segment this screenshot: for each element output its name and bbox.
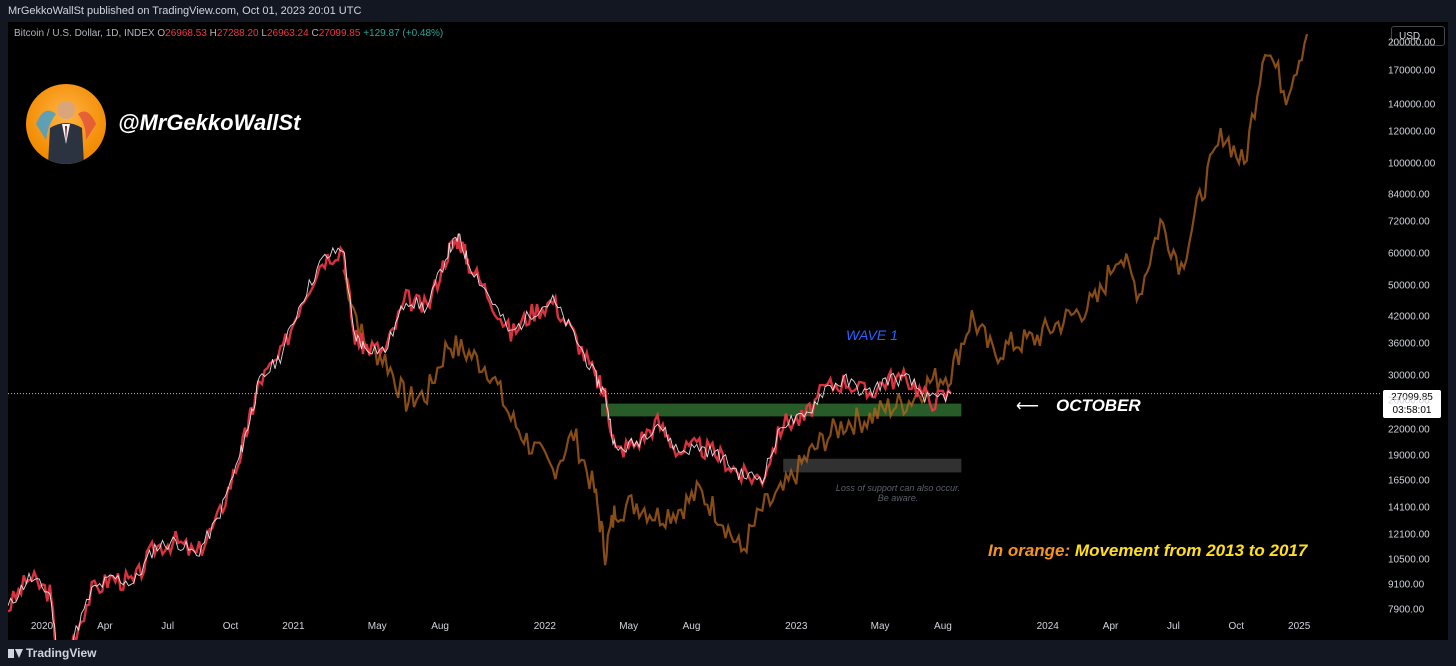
open-label: O xyxy=(157,28,166,39)
price-axis-label: 100000.00 xyxy=(1388,158,1436,170)
time-axis-label: 2023 xyxy=(785,621,808,632)
author-handle: @MrGekkoWallSt xyxy=(118,110,301,135)
last-price-badge: 27099.85 03:58:01 xyxy=(1383,390,1441,418)
last-price-value: 27099.85 xyxy=(1391,392,1433,403)
price-axis-label: 7900.00 xyxy=(1388,604,1425,616)
high-value: 27288.20 xyxy=(216,28,259,39)
bar-countdown: 03:58:01 xyxy=(1392,405,1432,416)
price-axis-label: 200000.00 xyxy=(1388,37,1436,49)
time-axis-label: May xyxy=(619,621,639,632)
tradingview-logo[interactable]: TradingView xyxy=(8,640,96,666)
support-note: Loss of support can also occur. Be aware… xyxy=(818,483,978,503)
price-axis-label: 30000.00 xyxy=(1388,370,1430,382)
price-axis-label: 140000.00 xyxy=(1388,99,1436,111)
price-axis-label: 19000.00 xyxy=(1388,450,1430,462)
price-axis-label: 36000.00 xyxy=(1388,338,1430,350)
price-axis-label: 9100.00 xyxy=(1388,579,1425,591)
time-axis-label: Oct xyxy=(222,621,239,632)
chart-area[interactable]: Bitcoin / U.S. Dollar, 1D, INDEX O26968.… xyxy=(8,22,1448,640)
currency-button[interactable]: USD xyxy=(1391,26,1445,46)
time-axis-label: 2022 xyxy=(533,621,556,632)
legend-text: Movement from 2013 to 2017 xyxy=(1074,541,1308,560)
wave-label: WAVE 1 xyxy=(846,327,898,343)
footer-bar: TradingView xyxy=(0,640,1456,666)
change-value: +129.87 (+0.48%) xyxy=(363,28,444,39)
time-axis-label: Aug xyxy=(682,621,701,632)
avatar-figure-icon xyxy=(36,101,96,164)
time-axis-label: 2025 xyxy=(1288,621,1311,632)
low-value: 26963.24 xyxy=(266,28,309,39)
close-value: 27099.85 xyxy=(318,28,361,39)
price-axis-label: 26000.00 xyxy=(1388,395,1430,407)
open-value: 26968.53 xyxy=(165,28,207,39)
tradingview-brand: TradingView xyxy=(26,646,97,660)
price-axis-label: 60000.00 xyxy=(1388,248,1430,260)
legend-prefix: In orange: xyxy=(988,541,1071,560)
support-note-line-1: Loss of support can also occur. xyxy=(835,483,961,493)
time-axis-label: 2021 xyxy=(282,621,305,632)
orange-legend: In orange: Movement from 2013 to 2017 xyxy=(988,541,1307,561)
price-axis-label: 84000.00 xyxy=(1388,189,1430,201)
time-axis-label: Oct xyxy=(1228,621,1245,632)
symbol-legend: Bitcoin / U.S. Dollar, 1D, INDEX O26968.… xyxy=(14,28,443,39)
time-axis-label: May xyxy=(870,621,890,632)
price-axis-label: 22000.00 xyxy=(1388,424,1430,436)
time-axis-label: Apr xyxy=(97,621,113,632)
time-axis-label: 2024 xyxy=(1036,621,1059,632)
time-axis-label: Aug xyxy=(431,621,449,632)
btc-series-down xyxy=(8,233,952,640)
price-axis-label: 12100.00 xyxy=(1388,529,1430,541)
time-axis-label: 2020 xyxy=(30,621,54,632)
price-chart-svg[interactable] xyxy=(8,22,1448,640)
tradingview-logo-icon xyxy=(8,648,23,658)
time-axis-label: May xyxy=(367,621,387,632)
loss-zone xyxy=(783,458,962,473)
price-axis-label: 10500.00 xyxy=(1388,554,1430,566)
price-axis-label: 16500.00 xyxy=(1388,475,1430,487)
time-axis-label: Jul xyxy=(1167,621,1180,632)
orange-overlay-series xyxy=(342,33,1309,566)
low-label: L xyxy=(261,28,267,39)
price-axis-label: 14100.00 xyxy=(1388,502,1430,514)
btc-series-up xyxy=(8,233,952,640)
price-axis-label: 120000.00 xyxy=(1388,126,1436,138)
time-axis-label: Aug xyxy=(934,621,952,632)
publish-header: MrGekkoWallSt published on TradingView.c… xyxy=(0,0,1456,22)
price-axis-label: 42000.00 xyxy=(1388,311,1430,323)
support-note-line-2: Be aware. xyxy=(877,493,919,503)
high-label: H xyxy=(209,28,217,39)
price-axis-label: 50000.00 xyxy=(1388,280,1430,292)
support-zone xyxy=(600,403,962,417)
time-axis-label: Apr xyxy=(1102,621,1119,632)
close-label: C xyxy=(311,28,319,39)
symbol-name: Bitcoin / U.S. Dollar, 1D, INDEX xyxy=(14,28,155,39)
time-axis-label: Jul xyxy=(161,621,175,632)
left-arrow-icon: ⟵ xyxy=(1016,398,1039,415)
october-label: OCTOBER xyxy=(1056,396,1141,415)
price-axis-label: 170000.00 xyxy=(1388,65,1436,77)
author-avatar xyxy=(26,84,106,164)
price-axis-label: 72000.00 xyxy=(1388,216,1430,228)
